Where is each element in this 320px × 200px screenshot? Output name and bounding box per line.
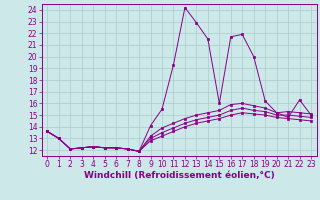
X-axis label: Windchill (Refroidissement éolien,°C): Windchill (Refroidissement éolien,°C) xyxy=(84,171,275,180)
